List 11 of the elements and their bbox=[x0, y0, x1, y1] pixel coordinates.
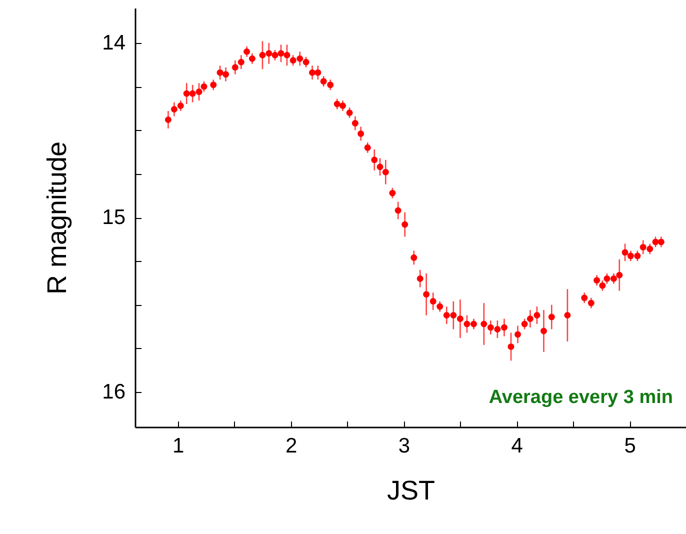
y-tick-label: 14 bbox=[102, 31, 126, 54]
y-tick-label: 15 bbox=[102, 206, 126, 229]
y-axis-title: R magnitude bbox=[42, 141, 72, 295]
x-tick-label: 2 bbox=[285, 434, 298, 458]
annotation: Average every 3 min bbox=[488, 387, 673, 408]
x-tick-label: 3 bbox=[398, 434, 410, 458]
x-tick-label: 5 bbox=[624, 434, 636, 458]
x-tick-label: 1 bbox=[172, 434, 184, 458]
x-axis-title: JST bbox=[386, 476, 436, 506]
x-tick-label: 4 bbox=[511, 434, 524, 458]
y-tick-label: 16 bbox=[102, 380, 126, 404]
